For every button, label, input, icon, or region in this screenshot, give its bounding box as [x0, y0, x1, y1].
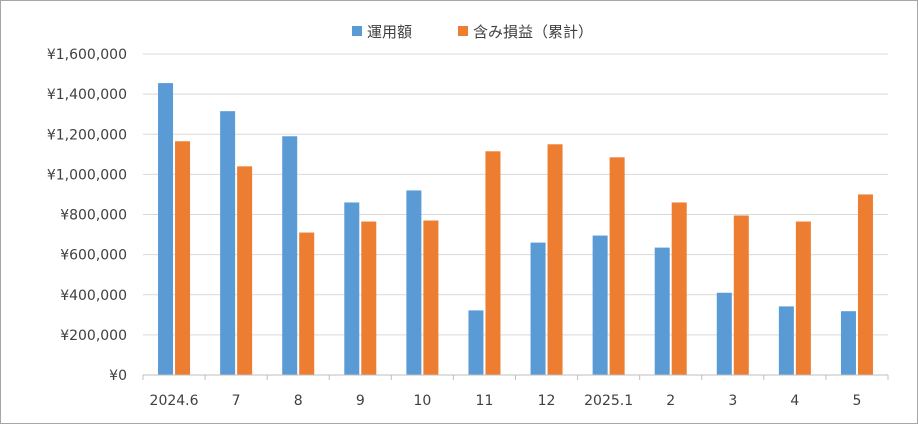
y-tick-label: ¥1,000,000 — [47, 167, 127, 183]
x-tick-label: 8 — [294, 393, 303, 409]
y-tick-label: ¥1,600,000 — [47, 47, 127, 63]
bar-series-1 — [840, 311, 856, 375]
x-tick-label: 9 — [356, 393, 365, 409]
x-tick-label: 11 — [476, 393, 494, 409]
bar-series-2 — [299, 232, 315, 375]
bar-series-1 — [220, 111, 236, 375]
bar-series-2 — [547, 144, 563, 375]
bar-series-1 — [158, 83, 174, 375]
bar-series-1 — [716, 292, 732, 375]
bar-series-1 — [406, 190, 422, 375]
bar-series-2 — [175, 141, 191, 375]
bar-series-1 — [468, 310, 484, 375]
x-tick-label: 2024.6 — [150, 393, 199, 409]
bar-series-2 — [609, 157, 625, 375]
y-tick-labels: ¥0 ¥200,000 ¥400,000 ¥600,000 ¥800,000 ¥1,000… — [47, 47, 127, 384]
gridlines — [143, 53, 888, 336]
legend-swatch-series-2 — [458, 26, 468, 36]
y-tick-label: ¥600,000 — [60, 248, 127, 264]
x-tick-label: 10 — [413, 393, 431, 409]
bar-series-2 — [795, 221, 811, 375]
bar-series-1 — [592, 235, 608, 375]
bars — [158, 83, 873, 375]
bar-series-2 — [423, 220, 439, 375]
bar-series-1 — [654, 247, 670, 375]
x-tick-label: 12 — [538, 393, 556, 409]
x-tick-labels: 2024.6 7 8 9 10 11 12 2025.1 2 3 4 5 — [150, 393, 862, 409]
legend-swatch-series-1 — [352, 26, 362, 36]
x-tick-label: 5 — [852, 393, 861, 409]
x-tick-label: 2 — [666, 393, 675, 409]
bar-series-1 — [344, 202, 360, 375]
y-tick-label: ¥400,000 — [60, 288, 127, 304]
bar-series-1 — [530, 242, 546, 375]
bar-series-1 — [778, 306, 794, 375]
x-tick-label: 4 — [790, 393, 799, 409]
y-tick-label: ¥0 — [109, 368, 127, 384]
legend: 運用額 含み損益（累計） — [352, 23, 593, 41]
x-tick-label: 2025.1 — [584, 393, 633, 409]
y-tick-label: ¥1,400,000 — [47, 87, 127, 103]
bar-series-2 — [361, 221, 377, 375]
y-tick-label: ¥200,000 — [60, 328, 127, 344]
y-tick-label: ¥1,200,000 — [47, 127, 127, 143]
legend-label-series-1: 運用額 — [367, 23, 412, 41]
bar-series-1 — [282, 136, 298, 375]
y-tick-label: ¥800,000 — [60, 208, 127, 224]
legend-label-series-2: 含み損益（累計） — [473, 23, 593, 41]
x-tick-label: 3 — [728, 393, 737, 409]
bar-series-2 — [485, 151, 501, 375]
bar-series-2 — [857, 194, 873, 375]
bar-series-2 — [237, 166, 253, 375]
bar-series-2 — [671, 202, 687, 375]
bar-series-2 — [733, 215, 749, 375]
x-tick-label: 7 — [232, 393, 241, 409]
axes — [142, 374, 889, 380]
